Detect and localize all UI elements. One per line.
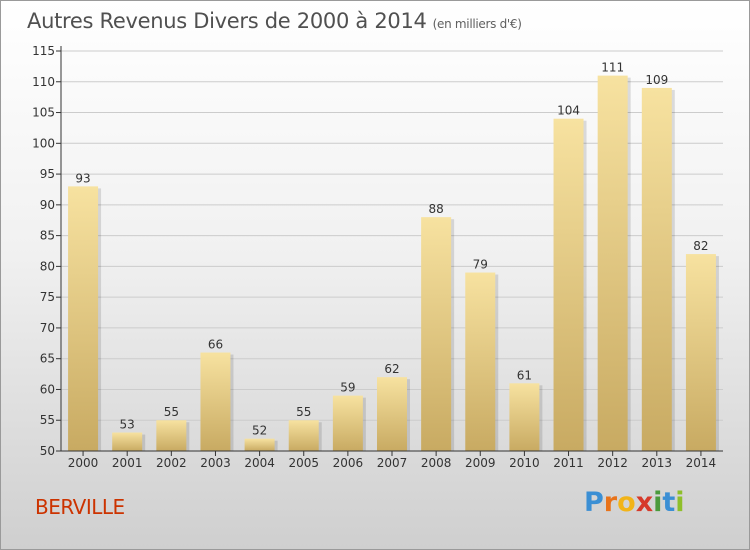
x-tick-label: 2008 bbox=[421, 456, 452, 470]
bar bbox=[112, 432, 143, 451]
logo-letter: r bbox=[603, 487, 618, 518]
data-label: 93 bbox=[75, 171, 90, 185]
data-label: 82 bbox=[693, 239, 708, 253]
x-tick-label: 2013 bbox=[642, 456, 673, 470]
data-label: 52 bbox=[252, 424, 267, 438]
place-name: BERVILLE bbox=[35, 495, 125, 519]
data-label: 62 bbox=[384, 362, 399, 376]
x-tick-label: 2003 bbox=[200, 456, 231, 470]
bar bbox=[244, 438, 275, 451]
bar bbox=[288, 420, 319, 451]
y-tick-label: 100 bbox=[32, 136, 55, 150]
x-tick-label: 2011 bbox=[553, 456, 584, 470]
data-label: 59 bbox=[340, 381, 355, 395]
x-tick-label: 2001 bbox=[112, 456, 143, 470]
data-label: 104 bbox=[557, 104, 580, 118]
data-label: 66 bbox=[208, 338, 223, 352]
logo-letter: P bbox=[584, 487, 604, 518]
logo-letter: t bbox=[662, 487, 676, 518]
data-label: 55 bbox=[164, 405, 179, 419]
x-tick-label: 2010 bbox=[509, 456, 540, 470]
bar bbox=[156, 420, 187, 451]
bar bbox=[641, 87, 672, 451]
y-tick-label: 70 bbox=[40, 321, 55, 335]
logo-letter: i bbox=[653, 487, 663, 518]
y-tick-label: 95 bbox=[40, 167, 55, 181]
logo-letter: i bbox=[675, 487, 685, 518]
data-label: 109 bbox=[645, 73, 668, 87]
data-label: 79 bbox=[473, 258, 488, 272]
chart-title-unit: (en milliers d'€) bbox=[432, 17, 522, 31]
bar bbox=[332, 395, 363, 451]
y-tick-label: 55 bbox=[40, 413, 55, 427]
y-tick-label: 90 bbox=[40, 198, 55, 212]
y-tick-label: 115 bbox=[32, 44, 55, 58]
bar bbox=[465, 272, 496, 451]
bar bbox=[68, 186, 99, 451]
chart-title-main: Autres Revenus Divers de 2000 à 2014 bbox=[27, 9, 427, 33]
y-tick-label: 75 bbox=[40, 290, 55, 304]
chart-title: Autres Revenus Divers de 2000 à 2014 (en … bbox=[27, 9, 522, 33]
bar bbox=[421, 217, 452, 451]
x-tick-label: 2012 bbox=[597, 456, 628, 470]
bar bbox=[509, 383, 540, 451]
data-label: 53 bbox=[120, 418, 135, 432]
x-tick-label: 2009 bbox=[465, 456, 496, 470]
x-tick-label: 2014 bbox=[686, 456, 717, 470]
x-tick-label: 2000 bbox=[68, 456, 99, 470]
x-tick-label: 2004 bbox=[244, 456, 275, 470]
logo-letter: x bbox=[635, 487, 654, 518]
bar bbox=[553, 118, 584, 451]
y-tick-label: 110 bbox=[32, 75, 55, 89]
y-tick-label: 80 bbox=[40, 259, 55, 273]
data-label: 111 bbox=[601, 61, 624, 75]
y-tick-label: 50 bbox=[40, 444, 55, 458]
y-tick-label: 65 bbox=[40, 352, 55, 366]
bar bbox=[597, 75, 628, 451]
y-tick-label: 105 bbox=[32, 106, 55, 120]
y-tick-label: 60 bbox=[40, 382, 55, 396]
y-tick-label: 85 bbox=[40, 229, 55, 243]
data-label: 55 bbox=[296, 405, 311, 419]
bar bbox=[685, 254, 716, 451]
bar bbox=[200, 352, 231, 451]
bar bbox=[377, 377, 407, 451]
x-tick-label: 2007 bbox=[377, 456, 408, 470]
data-label: 61 bbox=[517, 368, 532, 382]
x-tick-label: 2006 bbox=[333, 456, 364, 470]
x-tick-label: 2005 bbox=[288, 456, 319, 470]
data-label: 88 bbox=[428, 202, 443, 216]
proxiti-logo: Proxiti bbox=[584, 487, 685, 518]
logo-letter: o bbox=[617, 487, 636, 518]
x-tick-label: 2002 bbox=[156, 456, 187, 470]
